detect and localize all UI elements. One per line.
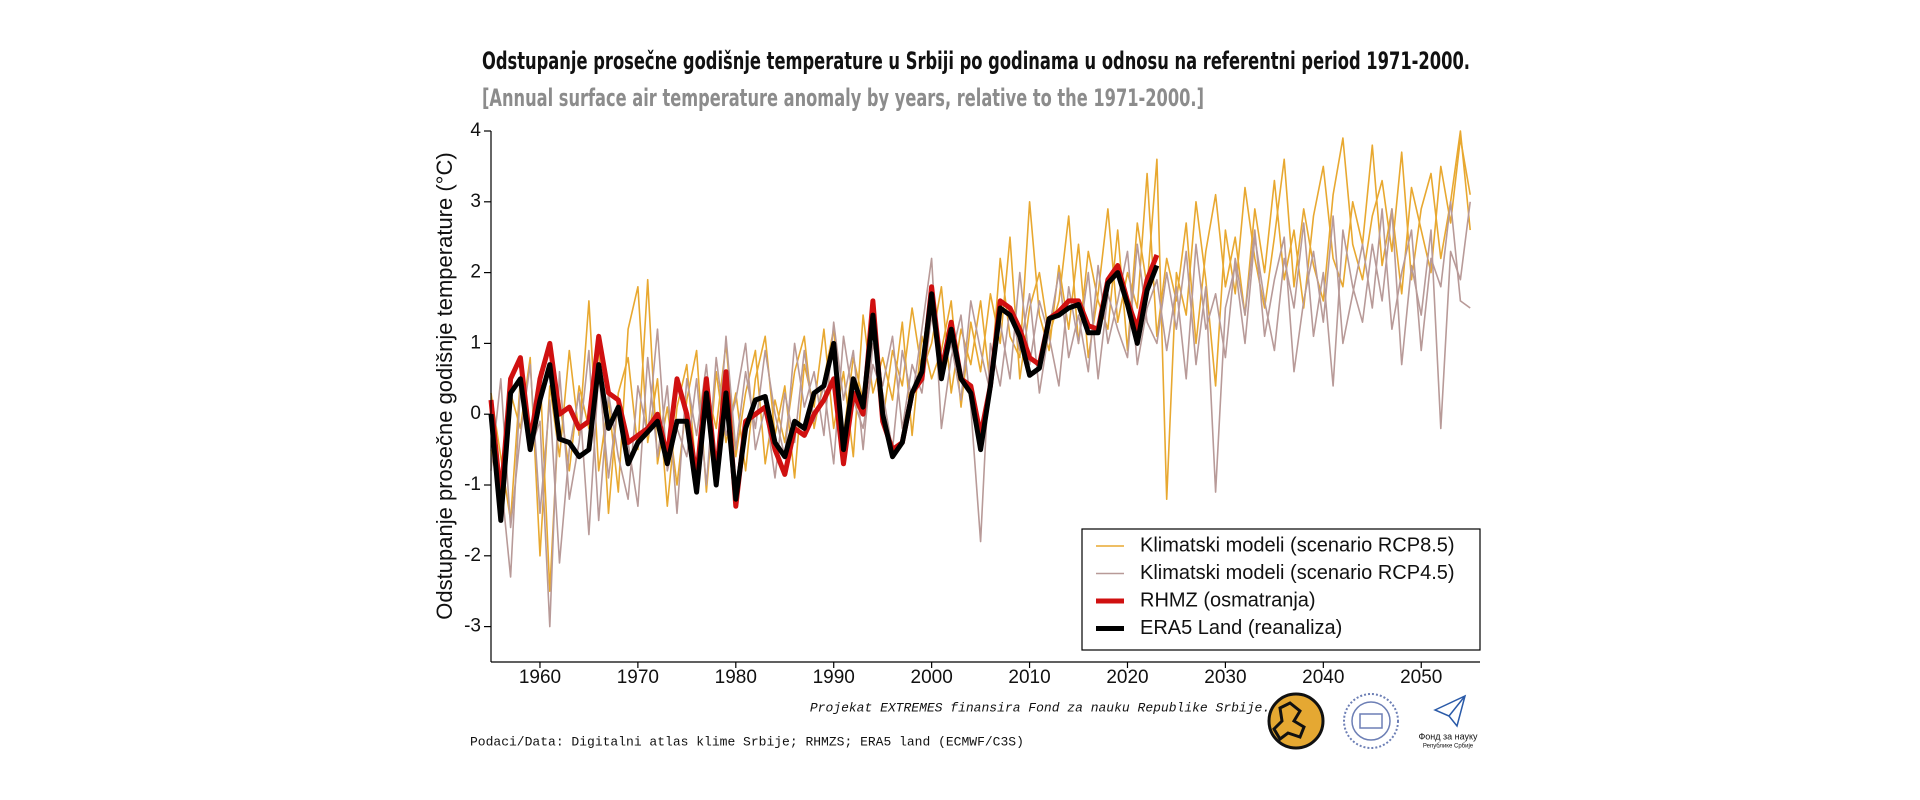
y-tick-label: 0 xyxy=(470,403,481,424)
logo-fund: Фонд за науку Републике Србије xyxy=(1418,694,1478,750)
x-tick-label: 2010 xyxy=(1008,667,1050,688)
x-tick-label: 1990 xyxy=(813,667,855,688)
plot-area xyxy=(488,130,1471,628)
x-tick-label: 2000 xyxy=(911,667,953,688)
logo-university xyxy=(1343,693,1399,749)
legend-label: Klimatski modeli (scenario RCP4.5) xyxy=(1140,562,1455,584)
x-tick-label: 2040 xyxy=(1302,667,1344,688)
logo-extremes xyxy=(1267,692,1325,750)
logo-text: Републике Србије xyxy=(1423,744,1474,750)
chart-subtitle: [Annual surface air temperature anomaly … xyxy=(482,84,1204,112)
chart-title: Odstupanje prosečne godišnje temperature… xyxy=(482,47,1470,75)
y-tick-label: 3 xyxy=(470,191,481,212)
y-tick-label: 2 xyxy=(470,262,481,283)
y-tick-label: 4 xyxy=(470,120,481,141)
x-tick-label: 2020 xyxy=(1106,667,1148,688)
x-tick-label: 1960 xyxy=(519,667,561,688)
x-tick-label: 2030 xyxy=(1204,667,1246,688)
y-axis-label: Odstupanje prosečne godišnje temperature… xyxy=(432,152,457,619)
y-tick-label: -1 xyxy=(464,474,481,495)
y-tick-label: -2 xyxy=(464,545,481,566)
legend-box xyxy=(1081,528,1481,651)
legend-label: RHMZ (osmatranja) xyxy=(1140,589,1316,611)
series-line xyxy=(490,130,1471,592)
data-source: Podaci/Data: Digitalni atlas klime Srbij… xyxy=(470,734,1024,749)
y-tick-label: -3 xyxy=(464,616,481,637)
series-line xyxy=(488,264,1160,523)
x-tick-label: 2050 xyxy=(1400,667,1442,688)
funding-note: Projekat EXTREMES finansira Fond za nauk… xyxy=(810,700,1270,715)
legend-label: Klimatski modeli (scenario RCP8.5) xyxy=(1140,534,1455,556)
series-line xyxy=(490,201,1471,628)
logo-text: Фонд за науку xyxy=(1418,731,1478,741)
legend-label: ERA5 Land (reanaliza) xyxy=(1140,617,1342,639)
y-tick-label: 1 xyxy=(470,332,481,353)
x-tick-label: 1980 xyxy=(715,667,757,688)
series-line xyxy=(490,201,1471,564)
x-tick-label: 1970 xyxy=(617,667,659,688)
